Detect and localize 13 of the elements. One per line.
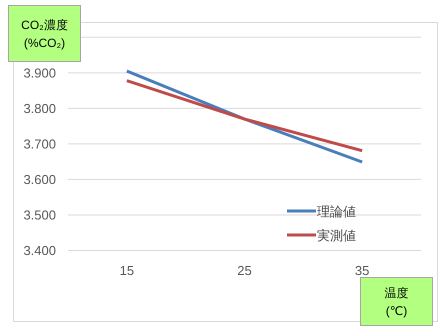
y-tick-label: 3.400 xyxy=(23,243,56,258)
x-tick-label: 25 xyxy=(237,263,252,278)
x-tick-label: 15 xyxy=(120,263,134,278)
y-tick-label: 3.800 xyxy=(23,100,56,116)
y-tick-label: 3.900 xyxy=(23,65,56,80)
y-tick-label: 3.600 xyxy=(23,172,56,187)
legend-label: 実測値 xyxy=(317,228,356,243)
y-tick-label: 3.500 xyxy=(23,207,56,222)
x-tick-label: 35 xyxy=(354,263,370,278)
y-axis-title: CO₂濃度 (%CO₂) xyxy=(21,18,68,50)
legend-label: 理論値 xyxy=(317,204,356,219)
y-tick-label: 3.700 xyxy=(23,136,56,152)
x-axis-title: 温度 (℃) xyxy=(384,286,408,318)
